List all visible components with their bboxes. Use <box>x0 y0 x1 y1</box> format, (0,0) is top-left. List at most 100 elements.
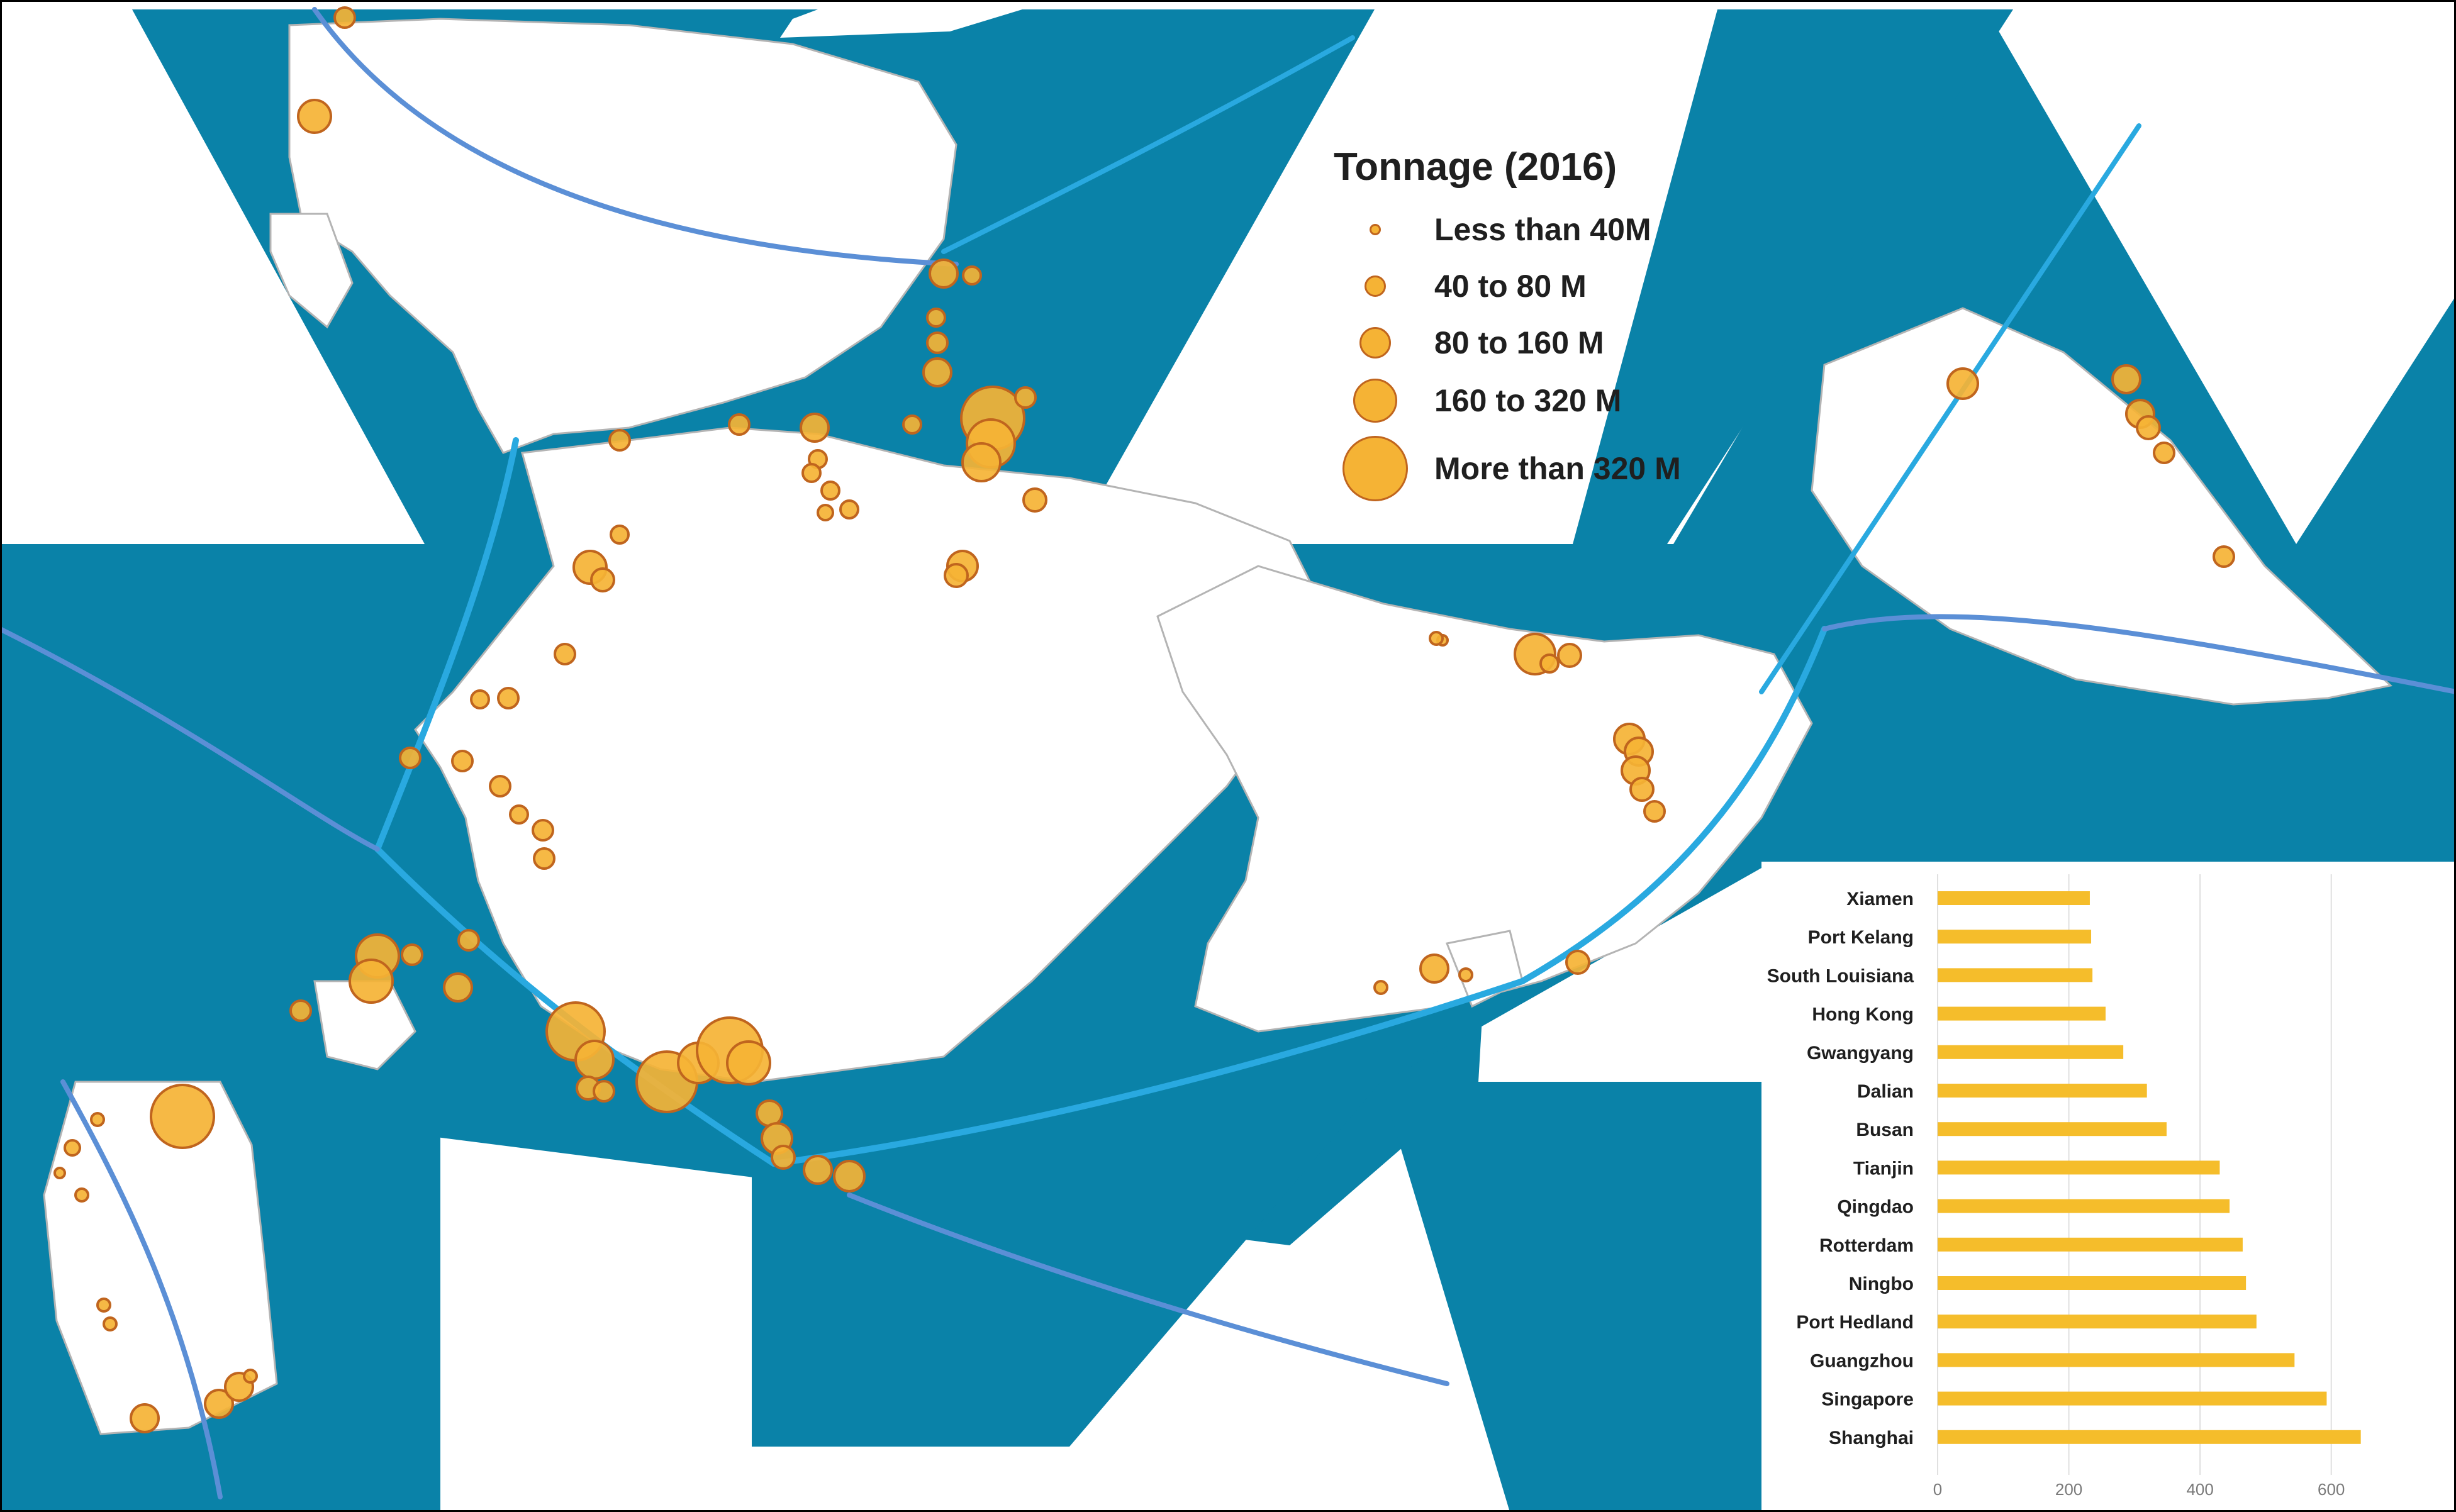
port-marker <box>833 1160 866 1192</box>
ocean-face-bottom-center <box>752 1082 1381 1447</box>
category-label: Gwangyang <box>1807 1043 1914 1064</box>
legend-item-more-than-320m: More than 320 M <box>1327 436 1717 501</box>
legend-item-less-than-40m: Less than 40M <box>1327 201 1717 258</box>
port-marker <box>962 265 982 286</box>
port-marker <box>64 1139 81 1157</box>
port-marker <box>2213 545 2235 568</box>
port-marker <box>204 1389 234 1419</box>
category-label: Rotterdam <box>1819 1235 1914 1256</box>
port-size-symbol-icon <box>1365 275 1386 297</box>
bar <box>1938 968 2093 982</box>
tonnage-legend: Tonnage (2016) Less than 40M 40 to 80 M … <box>1327 145 1717 522</box>
port-marker <box>554 643 576 665</box>
port-marker <box>533 847 555 870</box>
category-label: Guangzhou <box>1810 1350 1914 1371</box>
land-north-america <box>288 18 957 454</box>
port-marker <box>574 1040 615 1080</box>
category-label: Xiamen <box>1846 889 1914 909</box>
port-marker <box>726 1040 771 1086</box>
port-marker <box>817 504 834 521</box>
port-marker <box>1557 643 1582 668</box>
port-marker <box>820 481 840 501</box>
legend-label: 160 to 320 M <box>1434 383 1622 418</box>
bar <box>1938 1276 2247 1290</box>
port-marker <box>590 567 615 592</box>
category-label: Port Kelang <box>1808 927 1914 948</box>
port-marker <box>1373 980 1388 995</box>
port-marker <box>593 1080 615 1103</box>
port-marker <box>929 258 959 289</box>
category-label: Singapore <box>1821 1389 1914 1410</box>
port-marker <box>771 1145 796 1170</box>
category-label: Shanghai <box>1829 1428 1914 1448</box>
port-marker <box>497 687 520 709</box>
port-marker <box>1419 953 1449 984</box>
legend-label: Less than 40M <box>1434 212 1651 247</box>
port-marker <box>74 1187 89 1203</box>
port-marker <box>243 1369 258 1384</box>
legend-item-40-to-80m: 40 to 80 M <box>1327 258 1717 314</box>
land-south-america <box>1811 307 2393 706</box>
port-marker <box>608 429 631 452</box>
port-marker <box>349 959 394 1004</box>
land-masses <box>43 18 2393 1435</box>
legend-label: 40 to 80 M <box>1434 269 1587 304</box>
category-label: Port Hedland <box>1796 1312 1914 1333</box>
port-marker <box>2153 442 2175 464</box>
port-marker <box>443 972 473 1003</box>
port-size-symbol-icon <box>1342 436 1408 501</box>
ocean-face-upper-right <box>1573 9 2013 544</box>
port-marker <box>401 943 423 966</box>
port-marker <box>90 1112 105 1127</box>
legend-label: More than 320 M <box>1434 451 1681 486</box>
bar <box>1938 891 2090 905</box>
port-marker <box>451 750 474 772</box>
port-marker <box>839 499 859 520</box>
port-marker <box>1429 631 1444 646</box>
port-marker <box>103 1316 118 1331</box>
category-label: Tianjin <box>1853 1158 1914 1179</box>
x-tick-label: 400 <box>2186 1480 2213 1499</box>
land-greenland <box>269 213 354 329</box>
shipping-route <box>771 978 1526 1167</box>
category-label: South Louisiana <box>1767 965 1914 986</box>
category-label: Ningbo <box>1849 1274 1914 1294</box>
port-marker <box>1458 967 1473 982</box>
bar <box>1938 1122 2167 1137</box>
shipping-route <box>312 7 959 267</box>
port-marker <box>130 1403 160 1433</box>
bar <box>1938 1353 2295 1367</box>
port-size-symbol-icon <box>1353 379 1397 423</box>
port-marker <box>1629 777 1655 802</box>
port-marker <box>150 1084 215 1149</box>
shipping-route <box>1519 626 1828 984</box>
port-marker <box>289 999 312 1022</box>
x-tick-label: 200 <box>2055 1480 2082 1499</box>
category-label: Qingdao <box>1837 1197 1914 1218</box>
legend-item-80-to-160m: 80 to 160 M <box>1327 314 1717 371</box>
shipping-route <box>941 35 1355 254</box>
port-marker <box>1022 487 1047 513</box>
x-tick-label: 0 <box>1933 1480 1942 1499</box>
port-marker <box>961 442 1002 482</box>
port-marker <box>509 804 529 825</box>
legend-item-160-to-320m: 160 to 320 M <box>1327 372 1717 429</box>
shipping-route <box>1759 123 2141 694</box>
port-marker <box>1539 653 1560 674</box>
port-marker <box>532 819 554 842</box>
top-ports-bar-chart: 0 200 400 600 Xiamen Port Kelang South Louisia… <box>1761 862 2456 1499</box>
legend-title: Tonnage (2016) <box>1334 145 1617 189</box>
port-marker <box>399 747 421 769</box>
port-marker <box>470 689 490 709</box>
port-marker <box>944 563 969 588</box>
port-marker <box>2136 415 2161 440</box>
shipping-route <box>847 1192 1449 1386</box>
bar <box>1938 1315 2257 1329</box>
x-tick-label: 600 <box>2318 1480 2345 1499</box>
bar <box>1938 1430 2361 1444</box>
shipping-route <box>1822 614 2456 694</box>
bar <box>1938 1160 2220 1175</box>
category-label: Dalian <box>1857 1081 1914 1102</box>
